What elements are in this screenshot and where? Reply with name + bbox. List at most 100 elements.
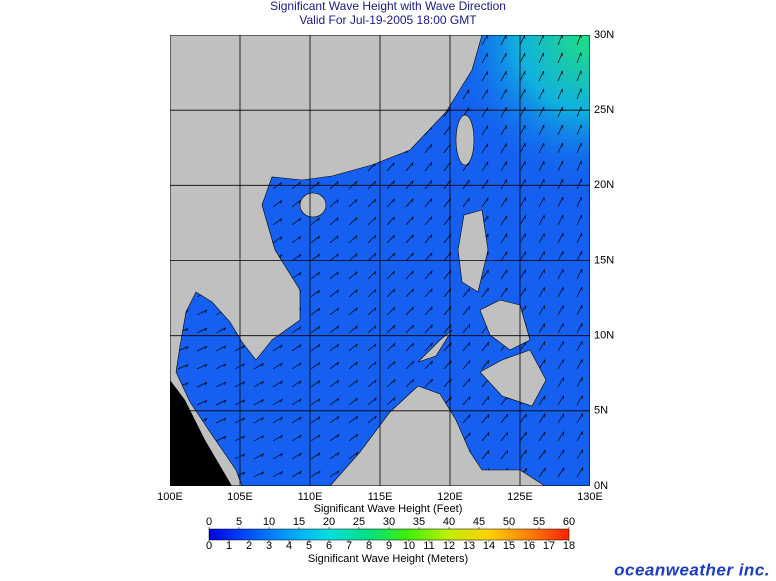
wave-arrow <box>196 345 208 352</box>
wave-arrow <box>538 52 544 64</box>
wave-arrow <box>272 453 283 460</box>
wave-arrow <box>329 307 339 316</box>
meters-tick-label: 10 <box>403 540 415 552</box>
wave-arrow-head <box>374 180 376 185</box>
wave-arrow <box>481 360 489 370</box>
wave-arrow-head <box>337 416 340 420</box>
wave-arrow-head <box>355 253 358 257</box>
wave-arrow <box>424 378 433 388</box>
wave-arrow <box>424 288 433 298</box>
wave-arrow-head <box>261 363 264 367</box>
wave-arrow <box>576 214 582 226</box>
wave-arrow <box>481 341 489 352</box>
wave-arrow-head <box>299 434 302 439</box>
wave-arrow <box>500 35 507 46</box>
lon-label: 130E <box>577 491 603 503</box>
wave-arrow <box>329 289 339 298</box>
wave-arrow <box>272 435 283 442</box>
wave-arrow <box>196 400 208 406</box>
wave-arrow <box>329 325 339 334</box>
wave-arrow <box>557 214 564 226</box>
wave-arrow <box>386 343 396 352</box>
wave-arrow-head <box>185 382 189 386</box>
wave-arrow <box>481 450 490 460</box>
wave-arrow-head <box>261 417 264 421</box>
feet-tick-label: 60 <box>563 516 575 528</box>
feet-tick-label: 40 <box>443 516 455 528</box>
wave-arrow <box>576 449 583 460</box>
wave-arrow <box>329 217 339 226</box>
wave-arrow <box>576 413 583 424</box>
wave-arrow <box>253 363 264 370</box>
wave-arrow <box>386 397 396 406</box>
meters-tick-label: 1 <box>226 540 232 552</box>
lat-label: 25N <box>594 104 614 116</box>
wave-arrow-head <box>468 342 471 346</box>
wave-arrow-head <box>317 290 320 294</box>
wave-arrow <box>557 431 565 442</box>
wave-arrow <box>576 323 583 334</box>
wave-arrow-head <box>393 234 395 239</box>
wave-arrow <box>367 289 377 298</box>
wave-arrow <box>424 342 433 352</box>
lon-label: 100E <box>157 491 183 503</box>
wave-arrow-head <box>487 360 489 364</box>
wave-arrow <box>329 416 340 424</box>
wave-arrow-head <box>299 471 302 475</box>
wave-arrow-head <box>506 432 508 436</box>
wave-arrow <box>557 449 565 460</box>
wave-arrow-head <box>299 416 302 421</box>
wave-arrow-head <box>242 435 246 440</box>
wave-arrow <box>519 143 526 154</box>
wave-arrow <box>557 251 564 262</box>
wave-arrow <box>462 324 471 334</box>
wave-arrow-head <box>430 198 433 202</box>
wave-arrow <box>538 179 545 190</box>
wave-arrow-head <box>374 307 377 311</box>
feet-tick-label: 10 <box>263 516 275 528</box>
wave-arrow-head <box>204 400 208 404</box>
wave-arrow-head <box>204 382 208 386</box>
wave-arrow-head <box>337 434 340 438</box>
wave-arrow <box>329 253 339 262</box>
feet-tick-label: 0 <box>206 516 212 528</box>
wave-arrow <box>367 361 377 370</box>
wave-arrow <box>386 198 395 208</box>
wave-arrow-head <box>374 415 377 420</box>
wave-arrow <box>538 323 545 334</box>
wave-arrow <box>462 414 471 424</box>
wave-arrow <box>481 161 489 172</box>
wave-arrow <box>538 341 546 352</box>
wave-arrow <box>348 325 358 334</box>
wave-arrow-head <box>318 362 321 366</box>
wave-arrow <box>272 218 283 226</box>
wave-arrow <box>291 380 302 388</box>
wave-arrow <box>310 326 320 334</box>
wave-arrow-head <box>393 162 395 167</box>
wave-arrow-head <box>336 199 339 204</box>
wave-arrow <box>291 235 301 244</box>
wave-arrow <box>576 160 582 172</box>
wave-arrow <box>272 344 283 352</box>
wave-arrow <box>386 252 395 262</box>
wave-arrow <box>500 233 508 244</box>
meters-tick-label: 3 <box>266 540 272 552</box>
wave-arrow <box>557 341 564 352</box>
wave-arrow <box>386 180 395 190</box>
wave-arrow <box>500 89 507 100</box>
wave-arrow <box>519 197 526 208</box>
wave-arrow <box>329 343 339 352</box>
wave-arrow-head <box>336 343 339 348</box>
wave-arrow-head <box>430 144 432 148</box>
wave-arrow-head <box>412 234 414 239</box>
wave-arrow <box>310 398 321 406</box>
subtitle: Valid For Jul-19-2005 18:00 GMT <box>299 13 477 27</box>
wave-arrow <box>538 413 546 424</box>
wave-arrow-head <box>223 345 227 349</box>
wave-arrow-head <box>318 416 321 420</box>
sumatra <box>170 380 232 486</box>
luzon <box>457 209 489 293</box>
wave-arrow <box>538 431 546 442</box>
wave-arrow <box>576 431 583 442</box>
